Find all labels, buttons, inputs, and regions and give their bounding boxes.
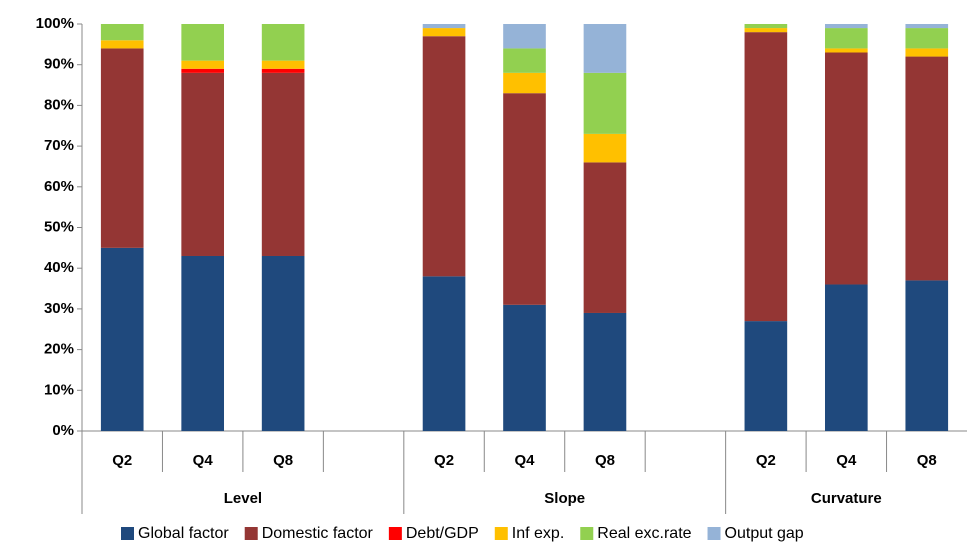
x-tick-label: Q8: [273, 452, 293, 469]
bar-segment: [503, 48, 546, 73]
bar-segment: [261, 60, 305, 69]
bar-segment: [824, 48, 868, 53]
bar-segment: [261, 68, 305, 73]
bar-segment: [100, 247, 144, 431]
bar-segment: [422, 24, 466, 29]
x-tick-label: Q4: [514, 452, 535, 469]
bar-segment: [181, 68, 225, 73]
x-tick-label: Q2: [434, 452, 454, 469]
y-tick-label: 50%: [44, 218, 74, 235]
legend-swatch: [580, 527, 594, 540]
legend-label: Inf exp.: [512, 525, 564, 542]
bar-segment: [744, 32, 788, 322]
bar-segment: [583, 133, 627, 163]
y-tick-label: 40%: [44, 259, 74, 276]
bar-segment: [181, 72, 225, 256]
bar-segment: [905, 56, 949, 281]
bar-segment: [503, 72, 546, 94]
y-tick-label: 0%: [52, 422, 74, 439]
bar-segment: [824, 52, 868, 285]
bar-segment: [503, 93, 546, 305]
legend-swatch: [707, 527, 721, 540]
bar-segment: [261, 72, 305, 256]
legend-swatch: [388, 527, 402, 540]
bar-segment: [422, 28, 466, 37]
y-tick-label: 90%: [44, 56, 74, 73]
bar-segment: [181, 24, 225, 61]
bar-segment: [824, 24, 868, 29]
x-tick-label: Q2: [756, 452, 776, 469]
legend-label: Domestic factor: [262, 525, 374, 542]
legend-label: Output gap: [725, 525, 804, 542]
bar-segment: [905, 48, 949, 57]
x-tick-label: Q8: [595, 452, 615, 469]
bar-segment: [100, 48, 144, 248]
bar-segment: [261, 24, 305, 61]
y-tick-label: 100%: [36, 15, 74, 32]
bar-segment: [503, 24, 546, 49]
y-tick-label: 60%: [44, 178, 74, 195]
x-tick-label: Q8: [917, 452, 937, 469]
bar-segment: [181, 255, 225, 431]
y-tick-label: 10%: [44, 381, 74, 398]
bar-segment: [905, 24, 949, 29]
bar-segment: [181, 60, 225, 69]
legend-swatch: [494, 527, 508, 540]
bar-segment: [261, 255, 305, 431]
bar-segment: [824, 284, 868, 431]
x-tick-label: Q4: [193, 452, 214, 469]
bar-segment: [100, 24, 144, 41]
bar-segment: [583, 312, 627, 431]
bar-segment: [583, 72, 627, 134]
group-label: Curvature: [811, 490, 882, 507]
bar-segment: [100, 40, 144, 49]
bar-segment: [583, 162, 627, 313]
y-tick-label: 30%: [44, 300, 74, 317]
y-tick-label: 80%: [44, 96, 74, 113]
bar-segment: [905, 28, 949, 49]
legend-label: Global factor: [138, 525, 229, 542]
bar-segment: [744, 28, 788, 33]
legend-swatch: [244, 527, 258, 540]
bar-segment: [744, 24, 788, 29]
x-tick-label: Q4: [836, 452, 857, 469]
bar-segment: [583, 24, 627, 73]
bar-segment: [422, 276, 466, 431]
bar-segment: [422, 36, 466, 277]
group-label: Slope: [544, 490, 585, 507]
y-tick-label: 70%: [44, 137, 74, 154]
bar-segment: [503, 304, 546, 431]
x-tick-label: Q2: [112, 452, 132, 469]
legend-label: Debt/GDP: [406, 525, 479, 542]
bar-segment: [744, 321, 788, 431]
bar-segment: [824, 28, 868, 49]
y-tick-label: 20%: [44, 341, 74, 358]
legend-swatch: [121, 527, 134, 540]
legend-label: Real exc.rate: [597, 525, 691, 542]
bar-segment: [905, 280, 949, 431]
group-label: Level: [224, 490, 262, 507]
